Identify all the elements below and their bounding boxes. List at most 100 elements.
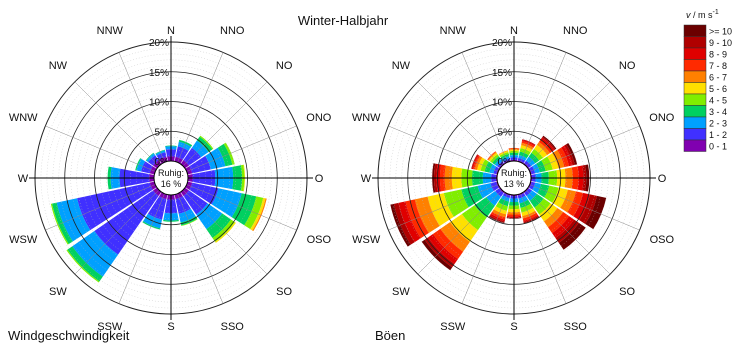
sector-nnw-class-7 [498, 150, 509, 155]
sector-ssw-class-10 [489, 215, 505, 223]
legend-swatch [683, 105, 707, 118]
legend-swatch [683, 36, 707, 49]
spoke-nnw [118, 52, 165, 163]
sector-ssw-class-11 [488, 216, 505, 224]
legend-label: 2 - 3 [709, 119, 727, 129]
spoke-ono [186, 125, 297, 172]
sector-sso-class-5 [181, 218, 198, 227]
spoke-so [182, 189, 268, 275]
sector-wsw-class-2 [490, 181, 499, 192]
sector-oso-class-7 [252, 198, 267, 232]
sector-ono-class-7 [552, 150, 565, 169]
spoke-wsw [45, 184, 156, 231]
sector-sw-class-5 [66, 249, 100, 283]
sector-oso-class-5 [244, 196, 264, 230]
direction-label-w: W [361, 173, 372, 185]
sector-wnw-class-1 [149, 166, 157, 175]
legend-swatch [683, 139, 707, 152]
sector-wsw-class-5 [50, 203, 69, 245]
direction-label-s: S [167, 321, 174, 333]
sector-so-class-6 [215, 222, 236, 243]
sector-nnw-class-1 [159, 156, 168, 164]
direction-label-nno: NNO [220, 25, 245, 37]
sector-oso-class-3 [532, 182, 542, 194]
legend-label: 0 - 1 [709, 142, 727, 152]
sector-oso-class-3 [211, 188, 242, 218]
legend-label: 6 - 7 [709, 73, 727, 83]
sector-wsw-class-10 [393, 202, 415, 245]
sector-ssw-class-2 [147, 196, 167, 220]
spoke-nno [177, 52, 224, 163]
direction-label-ssw: SSW [97, 321, 123, 333]
sector-oso-class-4 [537, 183, 550, 198]
calm-circle [153, 160, 189, 196]
direction-label-so: SO [276, 286, 292, 298]
sector-oso-class-11 [585, 195, 607, 230]
radial-tick-label: 5% [498, 127, 513, 138]
radial-tick-label-zero: 0% [498, 157, 513, 168]
legend-swatch [683, 128, 707, 141]
sector-oso-class-6 [552, 187, 568, 208]
spoke-ssw [461, 193, 508, 304]
spoke-wnw [388, 125, 499, 172]
sector-sso-class-11 [523, 216, 540, 224]
sector-wsw-class-4 [52, 202, 73, 245]
direction-label-so: SO [619, 286, 635, 298]
sector-wnw-class-5 [480, 159, 489, 172]
legend-label: 8 - 9 [709, 50, 727, 60]
spoke-sw [74, 189, 160, 275]
legend-unit-exponent: -1 [713, 9, 719, 16]
sector-nno-class-1 [174, 156, 183, 164]
radial-tick-label: 10% [149, 98, 169, 109]
sector-wsw-class-8 [405, 199, 429, 239]
sector-ono-class-4 [217, 143, 233, 167]
sector-ssw-class-4 [498, 198, 509, 207]
legend: v / m s-1 >= 109 - 10 8 - 97 - 8 6 - 75 - 6… [683, 9, 732, 152]
spoke-nw [417, 81, 503, 167]
spoke-sso [520, 193, 567, 304]
calm-value: 16 % [161, 179, 182, 189]
legend-swatch [683, 116, 707, 129]
radial-tick-label: 20% [492, 38, 512, 49]
direction-label-s: S [510, 321, 517, 333]
direction-label-o: O [315, 173, 324, 185]
panel-label: Böen [375, 328, 405, 343]
sector-sso-class-5 [520, 203, 534, 213]
calm-label: Ruhig: [501, 168, 527, 178]
direction-label-wnw: WNW [352, 112, 381, 124]
legend-swatch [683, 24, 707, 37]
spoke-wnw [45, 125, 156, 172]
sector-ono-class-4 [536, 160, 546, 173]
sector-oso-class-6 [250, 197, 266, 231]
sector-wsw-class-5 [443, 189, 469, 217]
direction-label-n: N [167, 25, 175, 37]
sector-wnw-class-2 [141, 161, 153, 174]
sector-ssw-class-1 [159, 192, 168, 200]
radial-tick-label: 10% [492, 98, 512, 109]
sector-wsw-class-6 [427, 193, 454, 226]
sector-sso-class-3 [178, 208, 196, 223]
sector-wsw-class-9 [398, 201, 421, 243]
direction-label-sw: SW [49, 286, 67, 298]
sector-ono-class-1 [185, 166, 193, 175]
direction-label-oso: OSO [307, 234, 332, 246]
direction-label-wsw: WSW [352, 234, 381, 246]
legend-unit: v / m s-1 [686, 9, 719, 20]
direction-label-sso: SSO [221, 321, 245, 333]
direction-label-o: O [658, 173, 667, 185]
radial-tick-label: 15% [149, 68, 169, 79]
sector-wsw-class-1 [149, 181, 157, 190]
legend-unit-text: / m s [691, 10, 713, 20]
direction-label-no: NO [619, 60, 636, 72]
direction-label-sw: SW [392, 286, 410, 298]
direction-label-nnw: NNW [97, 25, 124, 37]
radial-tick-label: 15% [492, 68, 512, 79]
spoke-sso [177, 193, 224, 304]
direction-label-nnw: NNW [440, 25, 467, 37]
sector-wsw-class-3 [477, 183, 494, 199]
sector-no-class-5 [199, 135, 214, 150]
sector-sso-class-4 [519, 199, 531, 208]
legend-label: 1 - 2 [709, 130, 727, 140]
direction-label-oso: OSO [650, 234, 675, 246]
